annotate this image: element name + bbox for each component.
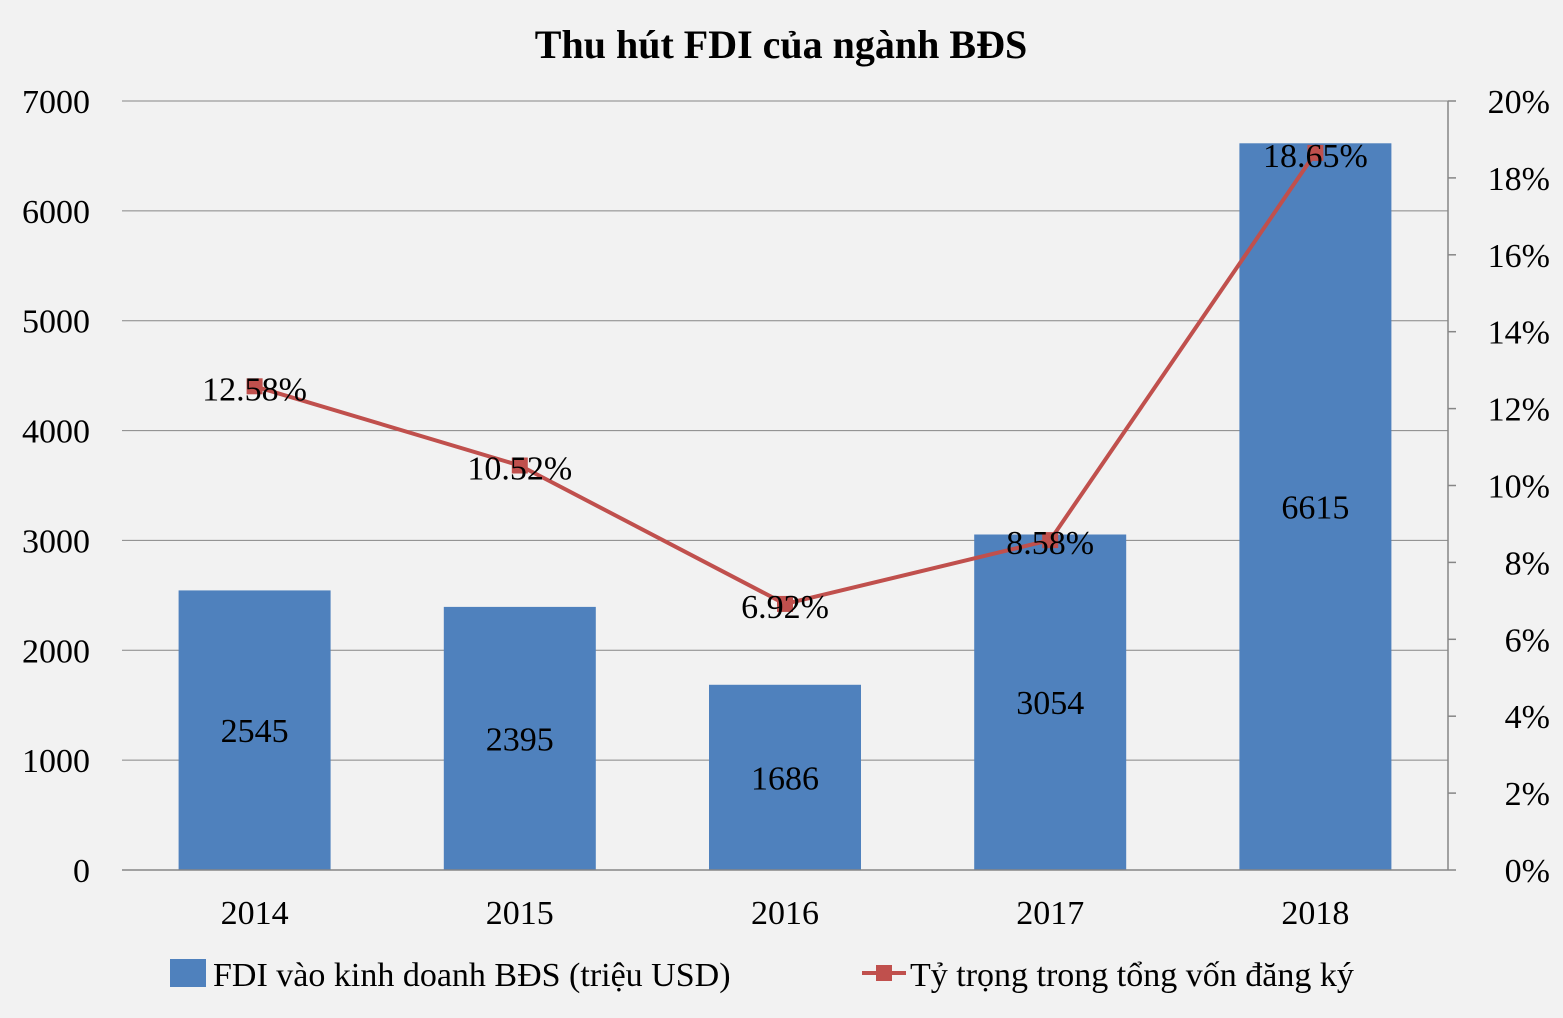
line-data-label: 18.65% [1263, 138, 1368, 175]
right-tick-label: 20% [1488, 84, 1550, 121]
right-tick-label: 2% [1505, 776, 1550, 813]
right-tick-label: 0% [1505, 853, 1550, 890]
x-tick-label: 2017 [1016, 895, 1084, 932]
right-tick-label: 12% [1488, 392, 1550, 429]
bar [443, 606, 596, 870]
legend-label-share: Tỷ trọng trong tổng vốn đăng ký [910, 957, 1354, 994]
line-series [246, 144, 1324, 612]
right-tick-label: 10% [1488, 469, 1550, 506]
left-tick-label: 2000 [22, 633, 90, 670]
bar-data-label: 6615 [1281, 490, 1349, 527]
line-data-label: 6.92% [741, 589, 829, 626]
right-tick-label: 18% [1488, 161, 1550, 198]
legend-swatch-fdi [170, 959, 206, 987]
share-line [254, 151, 1318, 606]
left-tick-label: 3000 [22, 523, 90, 560]
bar [1239, 143, 1392, 871]
x-tick-label: 2016 [751, 895, 819, 932]
line-point-marker [511, 457, 528, 474]
gridlines [122, 100, 1448, 871]
line-data-label: 10.52% [467, 451, 572, 488]
axes [122, 100, 1456, 871]
right-tick-label: 14% [1488, 315, 1550, 352]
legend-swatch-share-marker [876, 965, 892, 981]
right-tick-label: 16% [1488, 238, 1550, 275]
line-point-marker [1042, 532, 1059, 549]
bar-data-label: 2545 [221, 713, 289, 750]
bar [709, 684, 861, 870]
x-tick-label: 2015 [486, 895, 554, 932]
bar-series [178, 143, 1392, 871]
bar [974, 534, 1127, 870]
legend: FDI vào kinh doanh BĐS (triệu USD) Tỷ tr… [170, 957, 1354, 994]
left-tick-label: 0 [73, 853, 90, 890]
bar-data-label: 3054 [1016, 685, 1084, 722]
line-data-label: 12.58% [202, 371, 307, 408]
legend-label-fdi: FDI vào kinh doanh BĐS (triệu USD) [213, 957, 731, 994]
x-tick-label: 2018 [1281, 895, 1349, 932]
bar [178, 590, 331, 870]
line-point-marker [246, 378, 263, 395]
x-tick-label: 2014 [221, 895, 289, 932]
right-tick-label: 6% [1505, 622, 1550, 659]
line-point-marker [777, 595, 793, 612]
left-axis-ticks: 0 1000 2000 3000 4000 5000 6000 7000 [22, 84, 90, 890]
left-tick-label: 6000 [22, 194, 90, 231]
bar-data-label: 1686 [751, 760, 819, 797]
line-point-marker [1307, 144, 1324, 161]
left-tick-label: 7000 [22, 84, 90, 121]
left-tick-label: 4000 [22, 414, 90, 451]
bar-data-labels: 2545 2395 1686 3054 6615 [221, 490, 1350, 798]
bar-data-label: 2395 [486, 721, 554, 758]
right-tick-label: 8% [1505, 545, 1550, 582]
x-axis-ticks: 2014 2015 2016 2017 2018 [221, 895, 1350, 932]
right-axis-ticks: 0% 2% 4% 6% 8% 10% 12% 14% 16% 18% 20% [1488, 84, 1550, 890]
left-tick-label: 5000 [22, 304, 90, 341]
line-data-labels: 12.58% 10.52% 6.92% 8.58% 18.65% [202, 138, 1368, 626]
right-tick-label: 4% [1505, 699, 1550, 736]
line-data-label: 8.58% [1006, 525, 1094, 562]
chart-title: Thu hút FDI của ngành BĐS [535, 22, 1027, 67]
left-tick-label: 1000 [22, 743, 90, 780]
